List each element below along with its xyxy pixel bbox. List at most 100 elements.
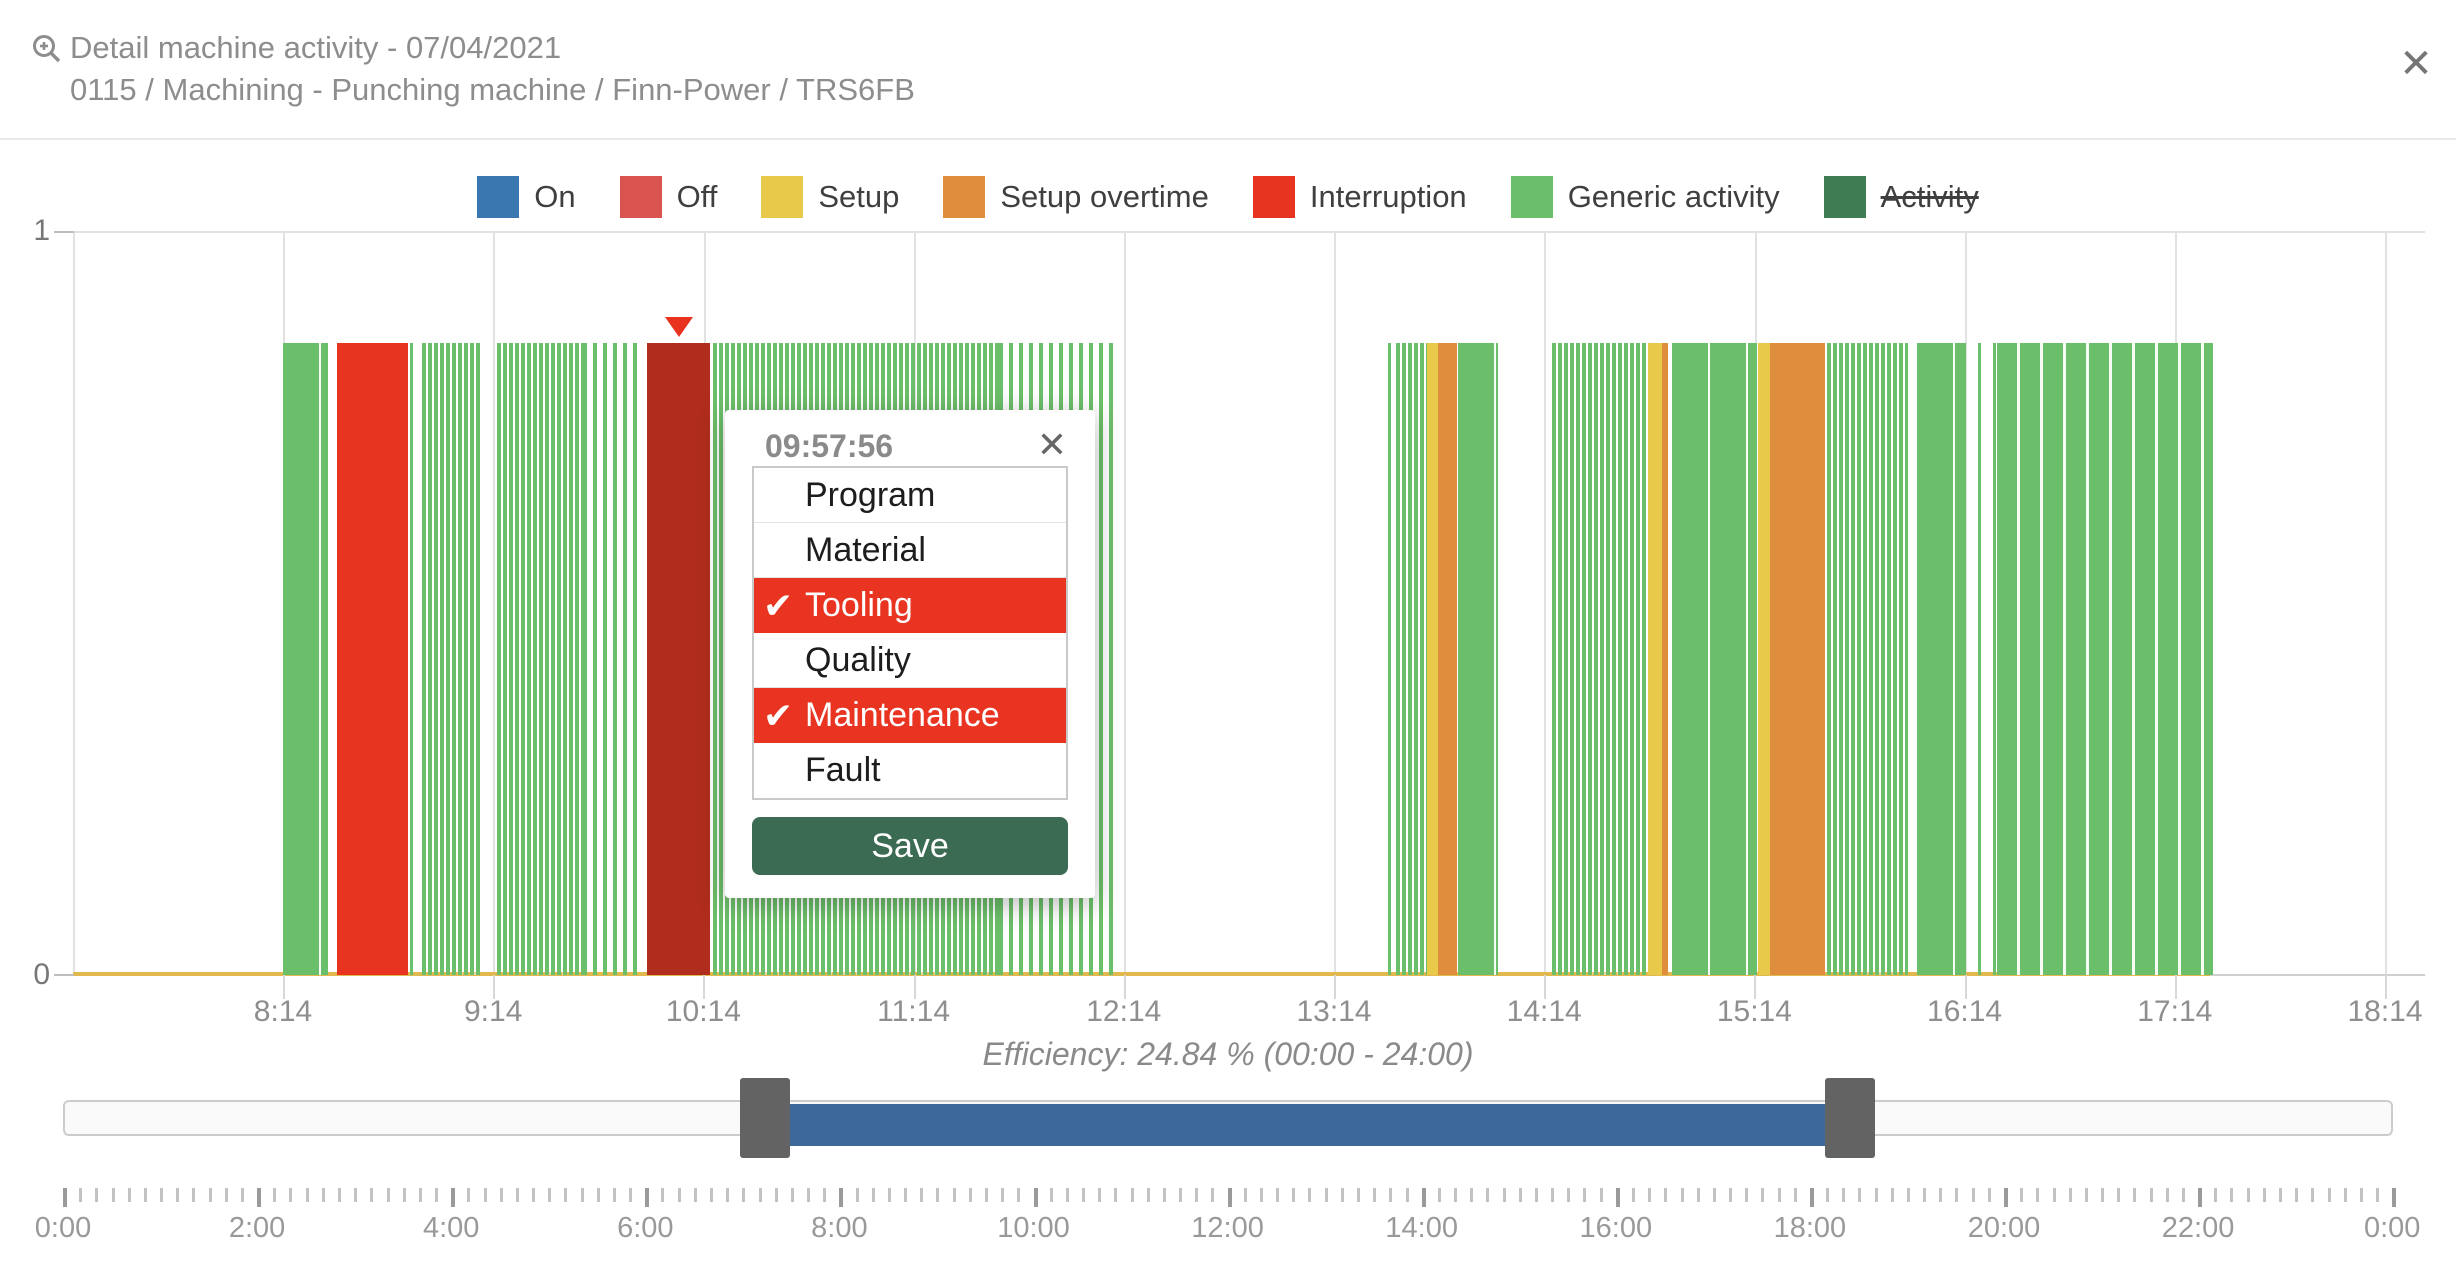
activity-segment-generic[interactable]	[422, 343, 480, 975]
popup-close-icon[interactable]: ✕	[1036, 424, 1067, 465]
activity-segment-generic[interactable]	[1388, 343, 1396, 975]
gridline-top	[55, 231, 2425, 233]
activity-segment-interruption_selected[interactable]	[647, 343, 710, 975]
slider-handle-left[interactable]	[740, 1078, 790, 1158]
reason-option-label: Tooling	[805, 586, 913, 624]
ruler-tick-minor	[1357, 1188, 1360, 1202]
x-tick	[283, 975, 285, 999]
activity-segment-generic[interactable]	[1917, 343, 1963, 975]
activity-segment-generic[interactable]	[1997, 343, 2213, 975]
setup-baseline-line	[73, 972, 2210, 976]
activity-segment-interruption[interactable]	[337, 343, 408, 975]
ruler-tick-minor	[1405, 1188, 1409, 1202]
ruler-tick-major	[257, 1188, 262, 1207]
ruler-tick-minor	[677, 1188, 681, 1202]
legend-item-activity[interactable]: Activity	[1823, 176, 1979, 218]
activity-segment-setup[interactable]	[1427, 343, 1438, 975]
x-tick	[1544, 975, 1547, 999]
dialog-close-icon[interactable]: ✕	[2399, 42, 2433, 86]
ruler-tick-minor	[1826, 1188, 1830, 1202]
ruler-tick-major	[839, 1188, 844, 1207]
activity-segment-generic[interactable]	[1552, 343, 1647, 975]
save-button[interactable]: Save	[752, 817, 1068, 875]
gridline-vertical	[1334, 231, 1337, 975]
reason-option-fault[interactable]: Fault	[754, 743, 1066, 798]
slider-handle-right[interactable]	[1825, 1078, 1875, 1158]
legend-swatch-icon	[1823, 176, 1866, 218]
activity-segment-generic[interactable]	[583, 343, 637, 975]
ruler-tick-minor	[693, 1188, 697, 1202]
ruler-tick-minor	[2068, 1188, 2072, 1202]
activity-segment-setup_overtime[interactable]	[1438, 343, 1457, 975]
activity-segment-generic[interactable]	[1396, 343, 1427, 975]
y-tick-1	[54, 231, 74, 233]
ruler-tick-minor	[1745, 1188, 1749, 1202]
legend-item-generic-activity[interactable]: Generic activity	[1510, 176, 1780, 218]
reason-option-tooling[interactable]: ✔ Tooling	[754, 578, 1066, 633]
reason-option-label: Program	[805, 476, 936, 514]
ruler-tick-minor	[548, 1188, 552, 1202]
ruler-label: 8:00	[811, 1212, 868, 1244]
ruler-tick-minor	[240, 1188, 244, 1202]
check-icon: ✔	[763, 695, 794, 736]
x-tick	[1123, 975, 1126, 999]
reason-option-quality[interactable]: Quality	[754, 633, 1066, 688]
activity-segment-generic[interactable]	[1963, 343, 1997, 975]
x-axis-label: 12:14	[1086, 995, 1162, 1028]
activity-segment-generic[interactable]	[410, 343, 420, 975]
ruler-tick-minor	[1211, 1188, 1215, 1202]
x-tick	[703, 975, 706, 999]
time-range-slider-selection[interactable]	[790, 1104, 1825, 1146]
ruler-tick-minor	[1470, 1188, 1474, 1202]
activity-segment-generic[interactable]	[1827, 343, 1908, 975]
activity-segment-setup[interactable]	[1648, 343, 1662, 975]
ruler-label: 0:00	[34, 1212, 92, 1244]
x-tick	[493, 975, 496, 999]
ruler-tick-minor	[1777, 1188, 1781, 1202]
activity-segment-generic[interactable]	[1458, 343, 1498, 975]
activity-segment-generic[interactable]	[283, 343, 328, 975]
ruler-tick-minor	[1179, 1188, 1183, 1202]
ruler-tick-minor	[208, 1188, 212, 1202]
ruler-tick-major	[1615, 1188, 1620, 1207]
x-axis-label: 11:14	[877, 995, 951, 1028]
reason-option-program[interactable]: Program	[754, 468, 1066, 523]
ruler-tick-major	[63, 1188, 67, 1207]
x-tick	[1964, 975, 1967, 999]
ruler-tick-minor	[612, 1188, 616, 1202]
ruler-tick-major	[1809, 1188, 1814, 1207]
ruler-tick-minor	[79, 1188, 83, 1202]
ruler-tick-minor	[111, 1188, 115, 1202]
ruler-tick-minor	[1017, 1188, 1021, 1202]
reason-option-material[interactable]: Material	[754, 523, 1066, 578]
activity-segment-setup_overtime[interactable]	[1662, 343, 1668, 975]
legend-item-off[interactable]: Off	[619, 176, 717, 218]
ruler-tick-minor	[1243, 1188, 1247, 1202]
ruler-tick-minor	[2359, 1188, 2363, 1202]
ruler-tick-minor	[2214, 1188, 2218, 1202]
x-axis-label: 8:14	[253, 995, 313, 1028]
legend-item-on[interactable]: On	[477, 176, 576, 218]
activity-segment-setup_overtime[interactable]	[1770, 343, 1825, 975]
ruler-tick-minor	[2376, 1188, 2380, 1202]
ruler-tick-minor	[1259, 1188, 1263, 1202]
x-axis-label: 18:14	[2347, 995, 2423, 1028]
ruler-tick-minor	[726, 1188, 730, 1202]
x-axis-label: 16:14	[1927, 995, 2003, 1028]
reason-option-maintenance[interactable]: ✔ Maintenance	[754, 688, 1066, 743]
reason-option-label: Fault	[805, 751, 881, 789]
legend-item-setup[interactable]: Setup	[761, 176, 899, 218]
legend-item-setup-overtime[interactable]: Setup overtime	[943, 176, 1209, 218]
reason-option-label: Quality	[805, 641, 911, 679]
ruler-tick-minor	[1567, 1188, 1571, 1202]
legend-item-interruption[interactable]: Interruption	[1252, 176, 1467, 218]
ruler-tick-minor	[435, 1188, 439, 1202]
ruler-tick-major	[1033, 1188, 1038, 1207]
activity-segment-generic[interactable]	[497, 343, 583, 975]
activity-segment-generic[interactable]	[1672, 343, 1757, 975]
ruler-tick-major	[1421, 1188, 1426, 1207]
ruler-tick-minor	[143, 1188, 147, 1202]
ruler-tick-minor	[2262, 1188, 2266, 1202]
activity-segment-setup[interactable]	[1758, 343, 1770, 975]
